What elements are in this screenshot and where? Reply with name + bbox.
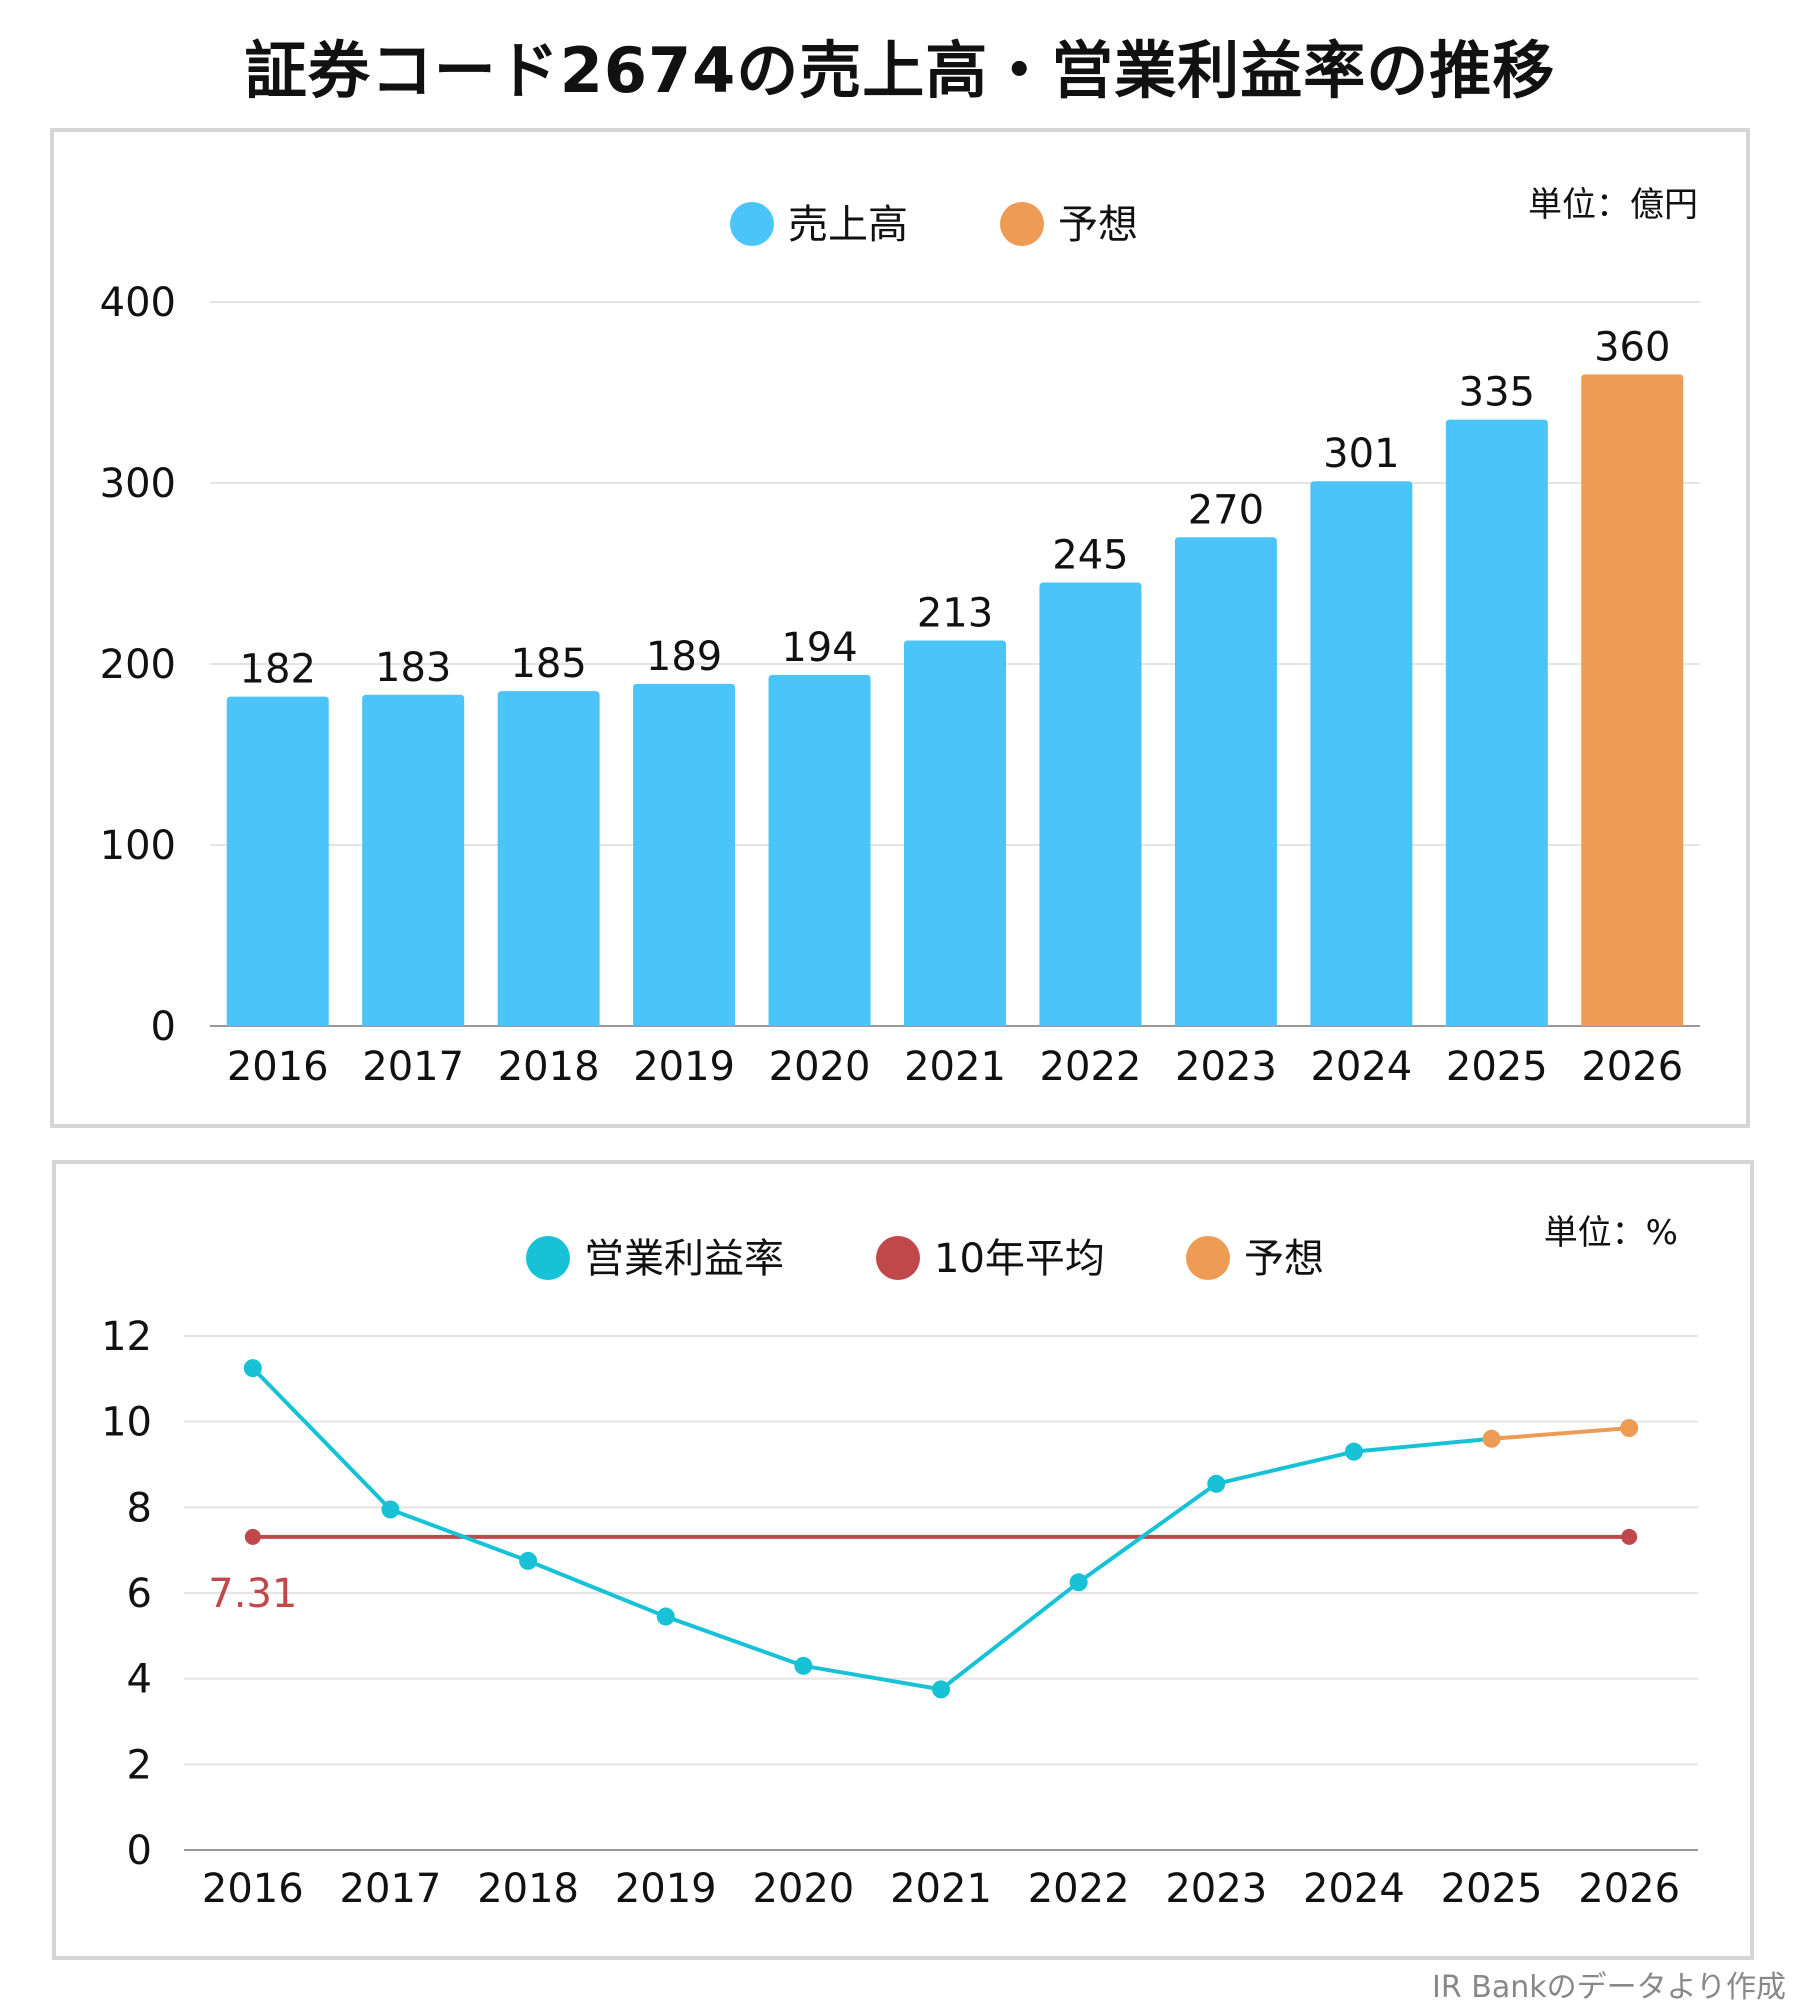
margin-point: [381, 1500, 400, 1519]
x-tick-label: 2017: [340, 1866, 442, 1912]
revenue-bar: [1174, 537, 1277, 1026]
legend-marker-average: [876, 1236, 920, 1280]
margin-point: [1344, 1442, 1363, 1461]
y-tick-label: 400: [100, 280, 176, 326]
unit-label: 単位：億円: [1528, 185, 1698, 225]
margin-chart-panel: 0 2 4 6 8 10 12 2016 2017 2018 2019 2020 2021 2022 202…: [52, 1160, 1754, 1960]
legend-label-forecast: 予想: [1244, 1236, 1324, 1282]
x-tick-label: 2024: [1303, 1866, 1405, 1912]
margin-point: [656, 1607, 675, 1626]
margin-point: [932, 1680, 950, 1699]
y-tick-label: 4: [127, 1657, 152, 1703]
bar-value-label: 270: [1188, 487, 1264, 533]
bar-value-label: 194: [781, 625, 857, 671]
revenue-bar: [226, 696, 329, 1026]
page-title: 証券コード2674の売上高・営業利益率の推移: [244, 34, 1556, 107]
revenue-bar: [1310, 481, 1413, 1026]
revenue-bar: [1039, 582, 1142, 1026]
x-tick-label: 2017: [362, 1044, 464, 1090]
x-tick-label: 2020: [752, 1866, 854, 1912]
x-tick-label: 2023: [1165, 1866, 1267, 1912]
x-tick-label: 2025: [1446, 1044, 1548, 1090]
revenue-bar-chart: 0 100 200 300 400 売上高 予想 単位：億円 182 2016 183 2017 185…: [100, 185, 1700, 1090]
revenue-bar: [497, 691, 600, 1026]
revenue-bar: [362, 694, 465, 1026]
x-tick-label: 2023: [1175, 1044, 1277, 1090]
x-tick-label: 2016: [202, 1866, 304, 1912]
bar-value-label: 213: [917, 590, 993, 636]
x-tick-label: 2022: [1040, 1044, 1142, 1090]
forecast-point: [1482, 1429, 1501, 1448]
bar-value-label: 183: [375, 645, 451, 691]
y-tick-label: 0: [151, 1004, 176, 1050]
y-tick-label: 300: [100, 461, 176, 507]
x-tick-label: 2026: [1578, 1866, 1680, 1912]
source-note: IR Bankのデータより作成: [1432, 1970, 1786, 2005]
operating-margin-line-chart: 0 2 4 6 8 10 12 2016 2017 2018 2019 2020 2021 2022 202…: [101, 1213, 1698, 1912]
bar-value-label: 360: [1594, 324, 1670, 370]
bar-value-label: 335: [1459, 370, 1535, 416]
revenue-bar: [1445, 419, 1548, 1026]
x-tick-label: 2024: [1310, 1044, 1412, 1090]
x-tick-label: 2019: [633, 1044, 735, 1090]
forecast-point: [1620, 1419, 1639, 1438]
unit-label: 単位：%: [1544, 1213, 1678, 1253]
x-tick-label: 2020: [769, 1044, 871, 1090]
margin-line: [251, 1366, 1492, 1692]
x-tick-label: 2022: [1028, 1866, 1130, 1912]
revenue-chart-panel: 0 100 200 300 400 売上高 予想 単位：億円 182 2016 183 2017 185…: [50, 128, 1750, 1128]
x-tick-label: 2021: [904, 1044, 1006, 1090]
revenue-bar: [633, 683, 736, 1026]
x-tick-label: 2016: [227, 1044, 329, 1090]
legend-marker-revenue: [730, 202, 774, 246]
legend-label-forecast: 予想: [1058, 202, 1138, 248]
x-tick-label: 2021: [890, 1866, 992, 1912]
forecast-line: [1491, 1426, 1630, 1441]
margin-point: [243, 1359, 262, 1378]
average-point: [1621, 1528, 1638, 1545]
margin-point: [794, 1656, 813, 1675]
legend-marker-margin: [526, 1236, 570, 1280]
revenue-bar: [768, 674, 871, 1026]
x-tick-label: 2019: [615, 1866, 717, 1912]
y-tick-label: 0: [127, 1828, 152, 1874]
x-tick-label: 2026: [1581, 1044, 1683, 1090]
margin-point: [1207, 1474, 1226, 1493]
y-tick-label: 100: [100, 823, 176, 869]
bar-value-label: 185: [510, 641, 586, 687]
y-tick-label: 10: [101, 1400, 152, 1446]
legend-marker-forecast: [1186, 1236, 1230, 1280]
margin-point: [1069, 1573, 1088, 1592]
legend-label-revenue: 売上高: [788, 202, 908, 248]
y-tick-label: 6: [127, 1571, 152, 1617]
margin-point: [519, 1551, 538, 1570]
y-tick-label: 12: [101, 1314, 152, 1360]
y-tick-label: 2: [127, 1742, 152, 1788]
bar-value-label: 182: [240, 647, 316, 693]
average-value-label: 7.31: [208, 1571, 297, 1617]
revenue-bar: [904, 640, 1006, 1026]
bar-value-label: 245: [1052, 533, 1128, 579]
legend-label-margin: 営業利益率: [584, 1236, 784, 1282]
legend-label-average: 10年平均: [934, 1236, 1105, 1282]
x-tick-label: 2025: [1441, 1866, 1543, 1912]
x-tick-label: 2018: [477, 1866, 579, 1912]
bar-value-label: 189: [646, 634, 722, 680]
y-tick-label: 200: [100, 642, 176, 688]
legend-marker-forecast: [1000, 202, 1044, 246]
average-point: [244, 1528, 261, 1545]
y-tick-label: 8: [127, 1485, 152, 1531]
bar-value-label: 301: [1323, 431, 1399, 477]
forecast-bar: [1581, 374, 1684, 1026]
x-tick-label: 2018: [498, 1044, 600, 1090]
